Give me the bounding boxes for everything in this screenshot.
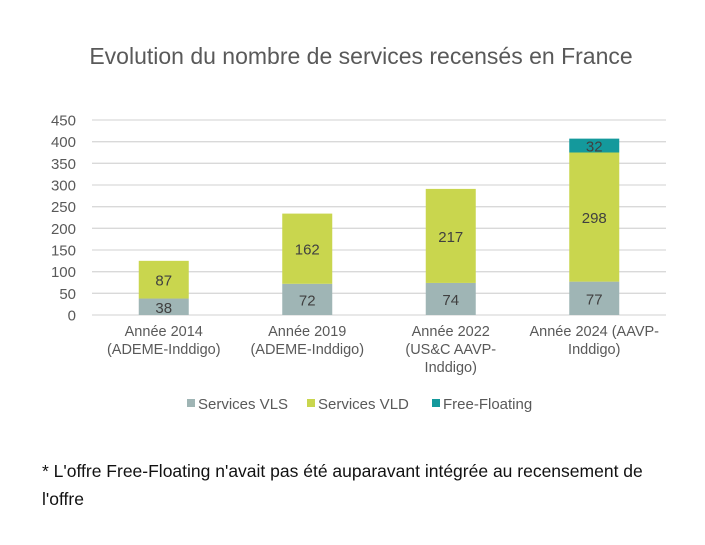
legend-label: Services VLS (198, 396, 288, 413)
bar-segment (138, 298, 189, 315)
legend-swatch (187, 399, 195, 407)
x-tick-label: Année 2019 (268, 324, 346, 340)
x-tick-label: (ADEME-Inddigo) (250, 342, 364, 358)
y-tick-label: 250 (51, 199, 76, 216)
y-tick-label: 300 (51, 178, 76, 195)
y-tick-label: 0 (68, 308, 76, 325)
bar-segment (569, 152, 620, 282)
chart-title: Evolution du nombre de services recensés… (89, 43, 633, 69)
legend-label: Free-Floating (443, 396, 532, 413)
y-tick-label: 50 (59, 286, 76, 303)
y-tick-label: 350 (51, 156, 76, 173)
bar-segment (569, 281, 620, 315)
y-tick-label: 200 (51, 221, 76, 238)
x-tick-label: Année 2024 (AAVP- (529, 324, 659, 340)
x-tick-label: Année 2022 (412, 324, 490, 340)
data-label: 38 (155, 300, 172, 317)
bar-segment (425, 188, 476, 283)
data-label: 298 (582, 210, 607, 227)
x-tick-label: Année 2014 (125, 324, 203, 340)
legend-label: Services VLD (318, 396, 409, 413)
bar-segment (425, 282, 476, 315)
bar-segment (138, 260, 189, 299)
y-tick-label: 150 (51, 243, 76, 260)
y-tick-label: 400 (51, 134, 76, 151)
data-label: 162 (295, 242, 320, 259)
data-label: 32 (586, 139, 603, 156)
data-label: 77 (586, 291, 603, 308)
bar-segment (282, 213, 333, 284)
x-tick-label: Inddigo) (568, 342, 620, 358)
footnote: * L'offre Free-Floating n'avait pas été … (42, 461, 643, 509)
x-tick-label: (ADEME-Inddigo) (107, 342, 221, 358)
y-tick-label: 100 (51, 264, 76, 281)
data-label: 87 (155, 273, 172, 290)
bar-segment (569, 138, 620, 153)
x-tick-label: Inddigo) (425, 360, 477, 376)
data-label: 72 (299, 292, 316, 309)
x-tick-label: (US&C AAVP- (405, 342, 496, 358)
legend-swatch (307, 399, 315, 407)
bar-segment (282, 283, 333, 315)
data-label: 217 (438, 229, 463, 246)
data-label: 74 (442, 292, 459, 309)
legend-swatch (432, 399, 440, 407)
y-tick-label: 450 (51, 113, 76, 130)
